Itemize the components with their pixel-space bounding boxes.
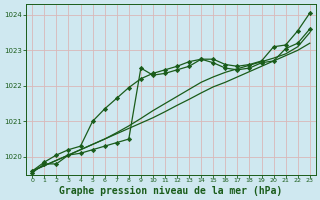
X-axis label: Graphe pression niveau de la mer (hPa): Graphe pression niveau de la mer (hPa) — [60, 186, 283, 196]
